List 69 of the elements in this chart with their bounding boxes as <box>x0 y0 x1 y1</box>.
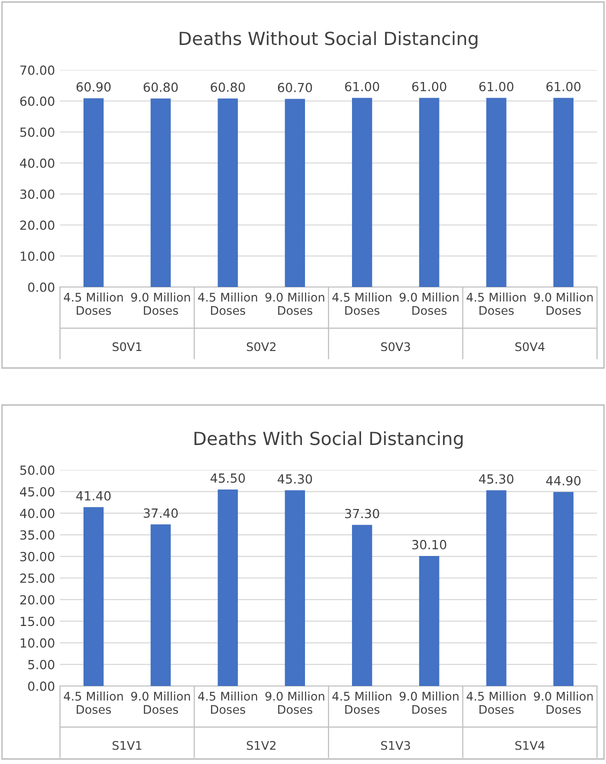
x-tick-label: 4.5 Million Doses <box>332 292 392 315</box>
y-tick-label: 70.00 <box>20 65 54 75</box>
y-tick-label: 30.00 <box>20 189 54 199</box>
y-tick-label: 15.00 <box>20 616 54 626</box>
data-label: 61.00 <box>345 82 380 92</box>
data-label: 60.70 <box>278 82 312 92</box>
x-tick-label: 4.5 Million Doses <box>466 692 526 714</box>
bar <box>83 507 104 686</box>
x-tick-label: 4.5 Million Doses <box>332 692 392 714</box>
y-tick-label: 50.00 <box>20 127 54 137</box>
x-tick-label: 9.0 Million Doses <box>131 292 190 315</box>
text: S0V3 <box>381 342 410 352</box>
y-tick-label: 45.00 <box>20 487 54 497</box>
text: S0V2 <box>246 342 276 352</box>
x-tick-label: 9.0 Million Doses <box>400 292 458 315</box>
x-tick-label: 9.0 Million Doses <box>534 292 593 315</box>
y-tick-label: 25.00 <box>20 573 54 583</box>
y-tick-label: 0.00 <box>28 282 54 292</box>
y-tick-label: 0.00 <box>28 681 54 691</box>
text: S0V4 <box>515 342 545 352</box>
data-label: 37.40 <box>144 508 178 518</box>
bar <box>486 490 506 686</box>
bar <box>150 524 171 686</box>
data-label: 44.90 <box>546 476 580 486</box>
y-tick-label: 30.00 <box>20 552 54 562</box>
text: S1V4 <box>515 740 545 750</box>
chart-title: Deaths Without Social Distancing <box>180 31 478 49</box>
data-label: 61.00 <box>479 82 514 92</box>
y-tick-label: 35.00 <box>20 530 54 540</box>
x-tick-label: 9.0 Million Doses <box>534 692 593 714</box>
data-label: 37.30 <box>345 508 380 518</box>
x-tick-label: 9.0 Million Doses <box>400 692 458 714</box>
bar <box>218 489 238 686</box>
x-tick-label: 4.5 Million Doses <box>64 292 123 315</box>
y-tick-label: 60.00 <box>20 96 54 106</box>
data-label: 45.30 <box>278 474 312 484</box>
text: S1V2 <box>246 740 276 750</box>
bar <box>419 556 440 686</box>
x-tick-label: 4.5 Million Doses <box>198 692 258 714</box>
y-tick-label: 50.00 <box>20 465 54 475</box>
bar <box>284 490 306 686</box>
x-tick-label: 4.5 Million Doses <box>466 292 526 315</box>
bar <box>352 524 372 686</box>
x-tick-label: 4.5 Million Doses <box>198 292 258 315</box>
y-tick-label: 40.00 <box>20 158 54 168</box>
y-tick-label: 10.00 <box>20 251 54 261</box>
data-label: 61.00 <box>412 82 446 92</box>
x-tick-label: 9.0 Million Doses <box>265 692 324 714</box>
bar <box>553 492 574 686</box>
y-tick-label: 5.00 <box>28 660 54 670</box>
text: S1V3 <box>381 740 410 750</box>
data-label: 61.00 <box>546 82 580 92</box>
text: S0V1 <box>112 342 142 352</box>
x-tick-label: 9.0 Million Doses <box>131 692 190 714</box>
y-tick-label: 20.00 <box>20 220 54 230</box>
data-label: 45.30 <box>479 474 514 484</box>
data-label: 30.10 <box>412 540 446 550</box>
text: S1V1 <box>112 740 142 750</box>
data-label: 41.40 <box>76 491 111 501</box>
data-label: 60.90 <box>76 82 111 92</box>
y-tick-label: 20.00 <box>20 595 54 605</box>
chart-title: Deaths With Social Distancing <box>194 431 463 449</box>
data-label: 60.80 <box>210 82 245 92</box>
y-tick-label: 40.00 <box>20 508 54 518</box>
y-tick-label: 10.00 <box>20 638 54 648</box>
data-label: 60.80 <box>144 82 178 92</box>
x-tick-label: 9.0 Million Doses <box>265 292 324 315</box>
x-tick-label: 4.5 Million Doses <box>64 692 123 714</box>
data-label: 45.50 <box>210 473 245 483</box>
